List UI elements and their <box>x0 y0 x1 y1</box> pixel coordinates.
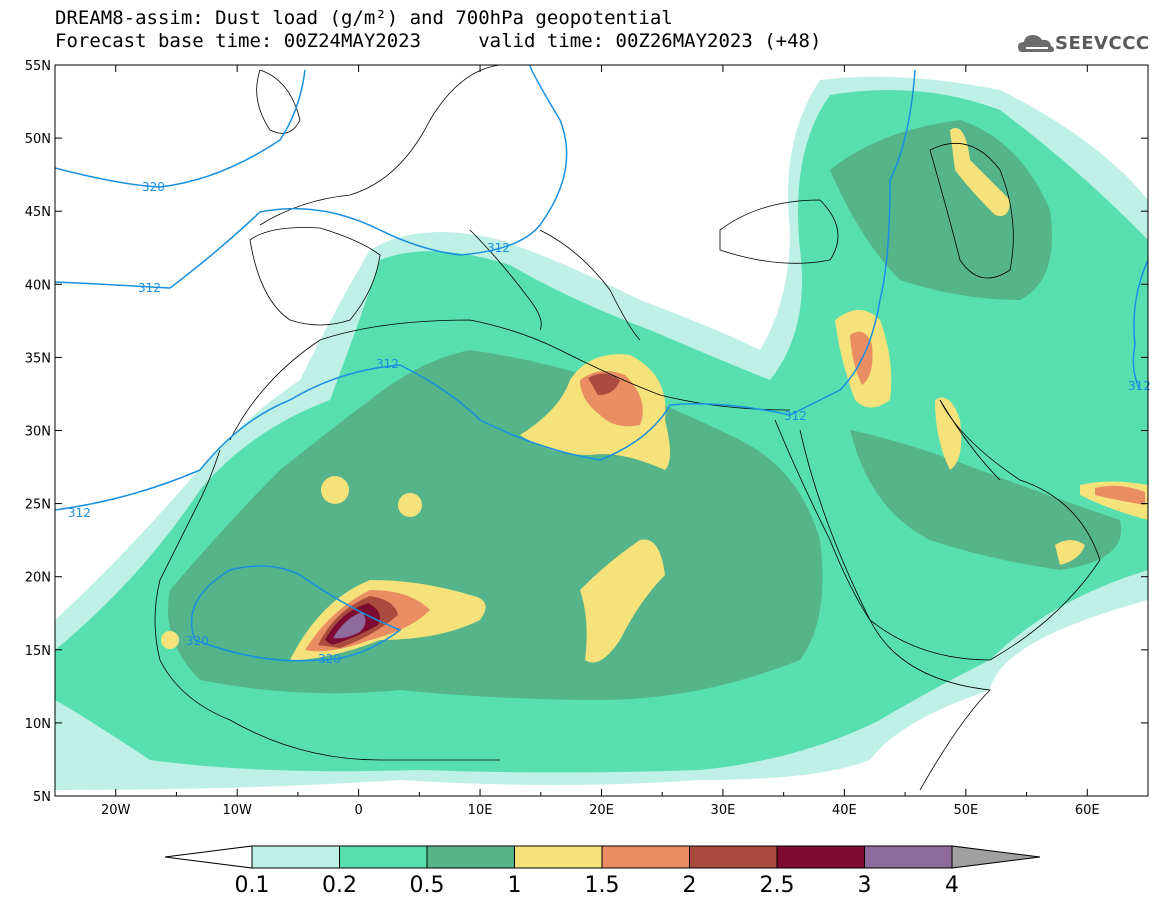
coastline-horn-africa <box>869 619 991 791</box>
colorbar-swatch <box>426 845 515 869</box>
colorbar-level-label: 0.2 <box>322 873 357 898</box>
dust-field-1-spot-b <box>398 493 422 517</box>
dust-field-3-sahel <box>333 612 366 639</box>
contour-320-sahel <box>190 565 402 662</box>
lon-tick-label: 20W <box>101 803 131 818</box>
colorbar-level-label: 1 <box>508 873 522 898</box>
lon-tick-label: 10W <box>222 803 252 818</box>
contour-label: 312 <box>784 409 807 423</box>
lat-tick-label: 15N <box>25 644 51 659</box>
contour-312-east <box>1132 259 1148 391</box>
coastline-balkans-greece <box>539 229 641 341</box>
lat-tick-label: 50N <box>25 132 51 147</box>
coastline-persian-gulf <box>939 399 1001 481</box>
contour-label: 312 <box>487 241 510 255</box>
dust-field-1-spot-c <box>161 631 179 649</box>
lon-tick-label: 0 <box>354 803 362 818</box>
colorbar-level-label: 3 <box>858 873 872 898</box>
colorbar-swatch <box>339 845 428 869</box>
longitude-axis: 20W 10W 0 10E 20E 30E 40E 50E 60E <box>54 65 1149 818</box>
dust-field-1.5-pakistan <box>1095 485 1145 505</box>
map-title-line-1: DREAM8-assim: Dust load (g/m²) and 700hP… <box>55 7 673 29</box>
dust-field-1-caspian <box>950 128 1010 216</box>
map-title-line-2: Forecast base time: 00Z24MAY2023 valid t… <box>55 30 822 52</box>
coastline-europe <box>259 65 501 226</box>
lat-tick-label: 30N <box>25 425 51 440</box>
colorbar-level-label: 0.5 <box>410 873 445 898</box>
coastline-caspian <box>929 143 1014 279</box>
contour-label: 312 <box>68 506 91 520</box>
coastline-british-isles <box>256 69 301 134</box>
colorbar-level-label: 1.5 <box>585 873 620 898</box>
colorbar-level-label: 2.5 <box>760 873 795 898</box>
colorbar-over-triangle <box>951 845 1041 869</box>
coastline-iberia <box>249 227 381 326</box>
dust-field-1-sudan <box>580 539 665 663</box>
lon-tick-label: 40E <box>832 803 857 818</box>
coastline-italy <box>469 229 542 331</box>
dust-field-1-spot-a <box>321 476 349 504</box>
contour-320-north <box>55 69 306 188</box>
coastline-north-africa <box>229 319 791 441</box>
contour-312-spain <box>55 65 568 289</box>
lat-tick-label: 45N <box>25 205 51 220</box>
colorbar-swatch <box>689 845 778 869</box>
lat-tick-label: 35N <box>25 351 51 366</box>
contour-label: 320 <box>142 180 165 194</box>
contour-312-africa <box>55 69 916 511</box>
geopotential-contours <box>55 65 1148 662</box>
lat-tick-label: 55N <box>25 59 51 74</box>
colorbar-swatch <box>514 845 603 869</box>
colorbar-swatch <box>864 845 953 869</box>
contour-label: 312 <box>1128 379 1151 393</box>
contour-labels: 320 312 312 312 312 312 320 320 312 <box>68 180 1151 666</box>
coastline-red-sea <box>774 419 871 621</box>
colorbar-swatch <box>776 845 865 869</box>
dust-field-1-gulf <box>935 397 962 470</box>
lon-tick-label: 60E <box>1075 803 1100 818</box>
colorbar-under-triangle <box>164 845 253 869</box>
coastline-arabia <box>799 399 1101 661</box>
lon-tick-label: 20E <box>589 803 614 818</box>
dust-field-2-libya <box>588 373 620 395</box>
dust-field-1.5-iraq <box>850 331 873 385</box>
colorbar-swatch <box>601 845 690 869</box>
dust-fields <box>55 76 1148 790</box>
dust-field-0.5-arabia <box>850 430 1122 570</box>
lat-tick-label: 5N <box>33 790 51 805</box>
colorbar-level-label: 0.1 <box>235 873 270 898</box>
lat-tick-label: 40N <box>25 278 51 293</box>
contour-label: 320 <box>186 634 209 648</box>
dust-field-1-libya <box>520 354 670 470</box>
cloud-logo-icon <box>1018 35 1054 52</box>
latitude-axis: 5N 10N 15N 20N 25N 30N 35N 40N 45N 50N 55N <box>25 59 1148 805</box>
lon-tick-label: 30E <box>711 803 736 818</box>
seevccc-logo-text: SEEVCCC <box>1055 33 1150 54</box>
lat-tick-label: 25N <box>25 498 51 513</box>
colorbar-level-label: 2 <box>683 873 697 898</box>
coastlines <box>154 65 1101 791</box>
dust-field-1-oman <box>1055 540 1085 565</box>
lat-tick-label: 20N <box>25 571 51 586</box>
lon-tick-label: 50E <box>953 803 978 818</box>
colorbar-level-label: 4 <box>945 873 959 898</box>
colorbar: 0.1 0.2 0.5 1 1.5 2 2.5 3 4 <box>164 845 1041 898</box>
colorbar-swatch <box>251 845 340 869</box>
lat-tick-label: 10N <box>25 717 51 732</box>
contour-label: 312 <box>138 281 161 295</box>
lon-tick-label: 10E <box>468 803 493 818</box>
contour-label: 312 <box>376 357 399 371</box>
coastline-black-sea <box>719 199 839 264</box>
contour-label: 320 <box>318 652 341 666</box>
coastline-africa-west <box>154 449 500 761</box>
